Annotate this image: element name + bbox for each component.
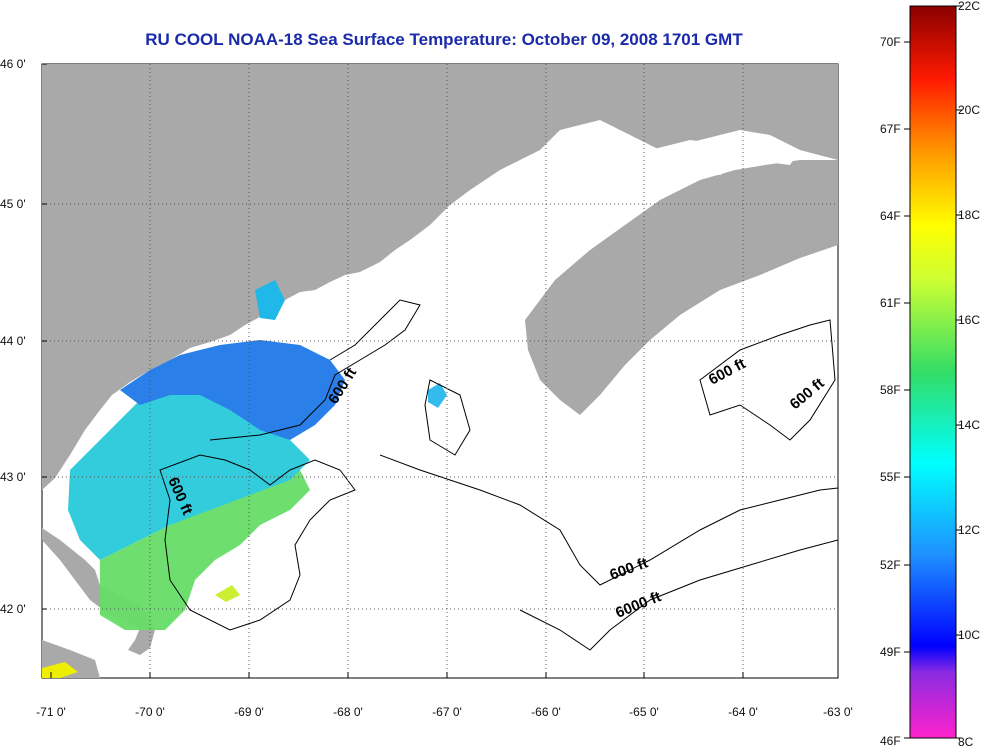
colorbar-label-f: 70F (880, 35, 901, 49)
lon-label: -69 0' (234, 705, 264, 719)
lon-label: -63 0' (823, 705, 853, 719)
lon-label: -67 0' (432, 705, 462, 719)
lon-label: -71 0' (36, 705, 66, 719)
sst-blue (120, 340, 345, 440)
colorbar-label-f: 64F (880, 209, 901, 223)
colorbar-label-f: 49F (880, 645, 901, 659)
colorbar-label-f: 52F (880, 558, 901, 572)
lon-label: -68 0' (333, 705, 363, 719)
colorbar (909, 5, 957, 739)
land-massachusetts (42, 528, 155, 655)
colorbar-label-c: 16C (958, 313, 980, 327)
lat-label: 46 0' (0, 57, 26, 71)
gridlines (42, 64, 838, 678)
colorbar-label-c: 10C (958, 628, 980, 642)
lat-label: 44 0' (0, 334, 26, 348)
colorbar-label-f: 61F (880, 296, 901, 310)
land-maine-newbrunswick (42, 64, 838, 490)
colorbar-label-c: 8C (958, 735, 974, 749)
lat-label: 42 0' (0, 602, 26, 616)
lat-label: 45 0' (0, 197, 26, 211)
colorbar-label-f: 58F (880, 383, 901, 397)
colorbar-label-c: 20C (958, 103, 980, 117)
sst-yellow-small (215, 585, 240, 602)
sst-green-yellow (100, 470, 310, 630)
lon-label: -65 0' (629, 705, 659, 719)
map-title: RU COOL NOAA-18 Sea Surface Temperature:… (145, 30, 743, 49)
colorbar-label-c: 22C (958, 0, 980, 13)
lon-label: -66 0' (531, 705, 561, 719)
land-nova-scotia (525, 160, 838, 415)
colorbar-label-c: 14C (958, 418, 980, 432)
colorbar-ticks (904, 5, 962, 739)
sst-cyan-small (428, 383, 447, 408)
sst-teal (68, 380, 310, 560)
bathymetry-contours (159, 299, 838, 651)
colorbar-label-f: 46F (880, 734, 901, 748)
sst-cyan-patch (255, 280, 285, 320)
lat-label: 43 0' (0, 470, 26, 484)
colorbar-label-f: 67F (880, 122, 901, 136)
tick-marks (42, 63, 839, 678)
colorbar-label-c: 18C (958, 208, 980, 222)
colorbar-label-f: 55F (880, 470, 901, 484)
colorbar-label-c: 12C (958, 523, 980, 537)
lon-label: -70 0' (135, 705, 165, 719)
lon-label: -64 0' (728, 705, 758, 719)
land-pei-area (650, 140, 800, 175)
